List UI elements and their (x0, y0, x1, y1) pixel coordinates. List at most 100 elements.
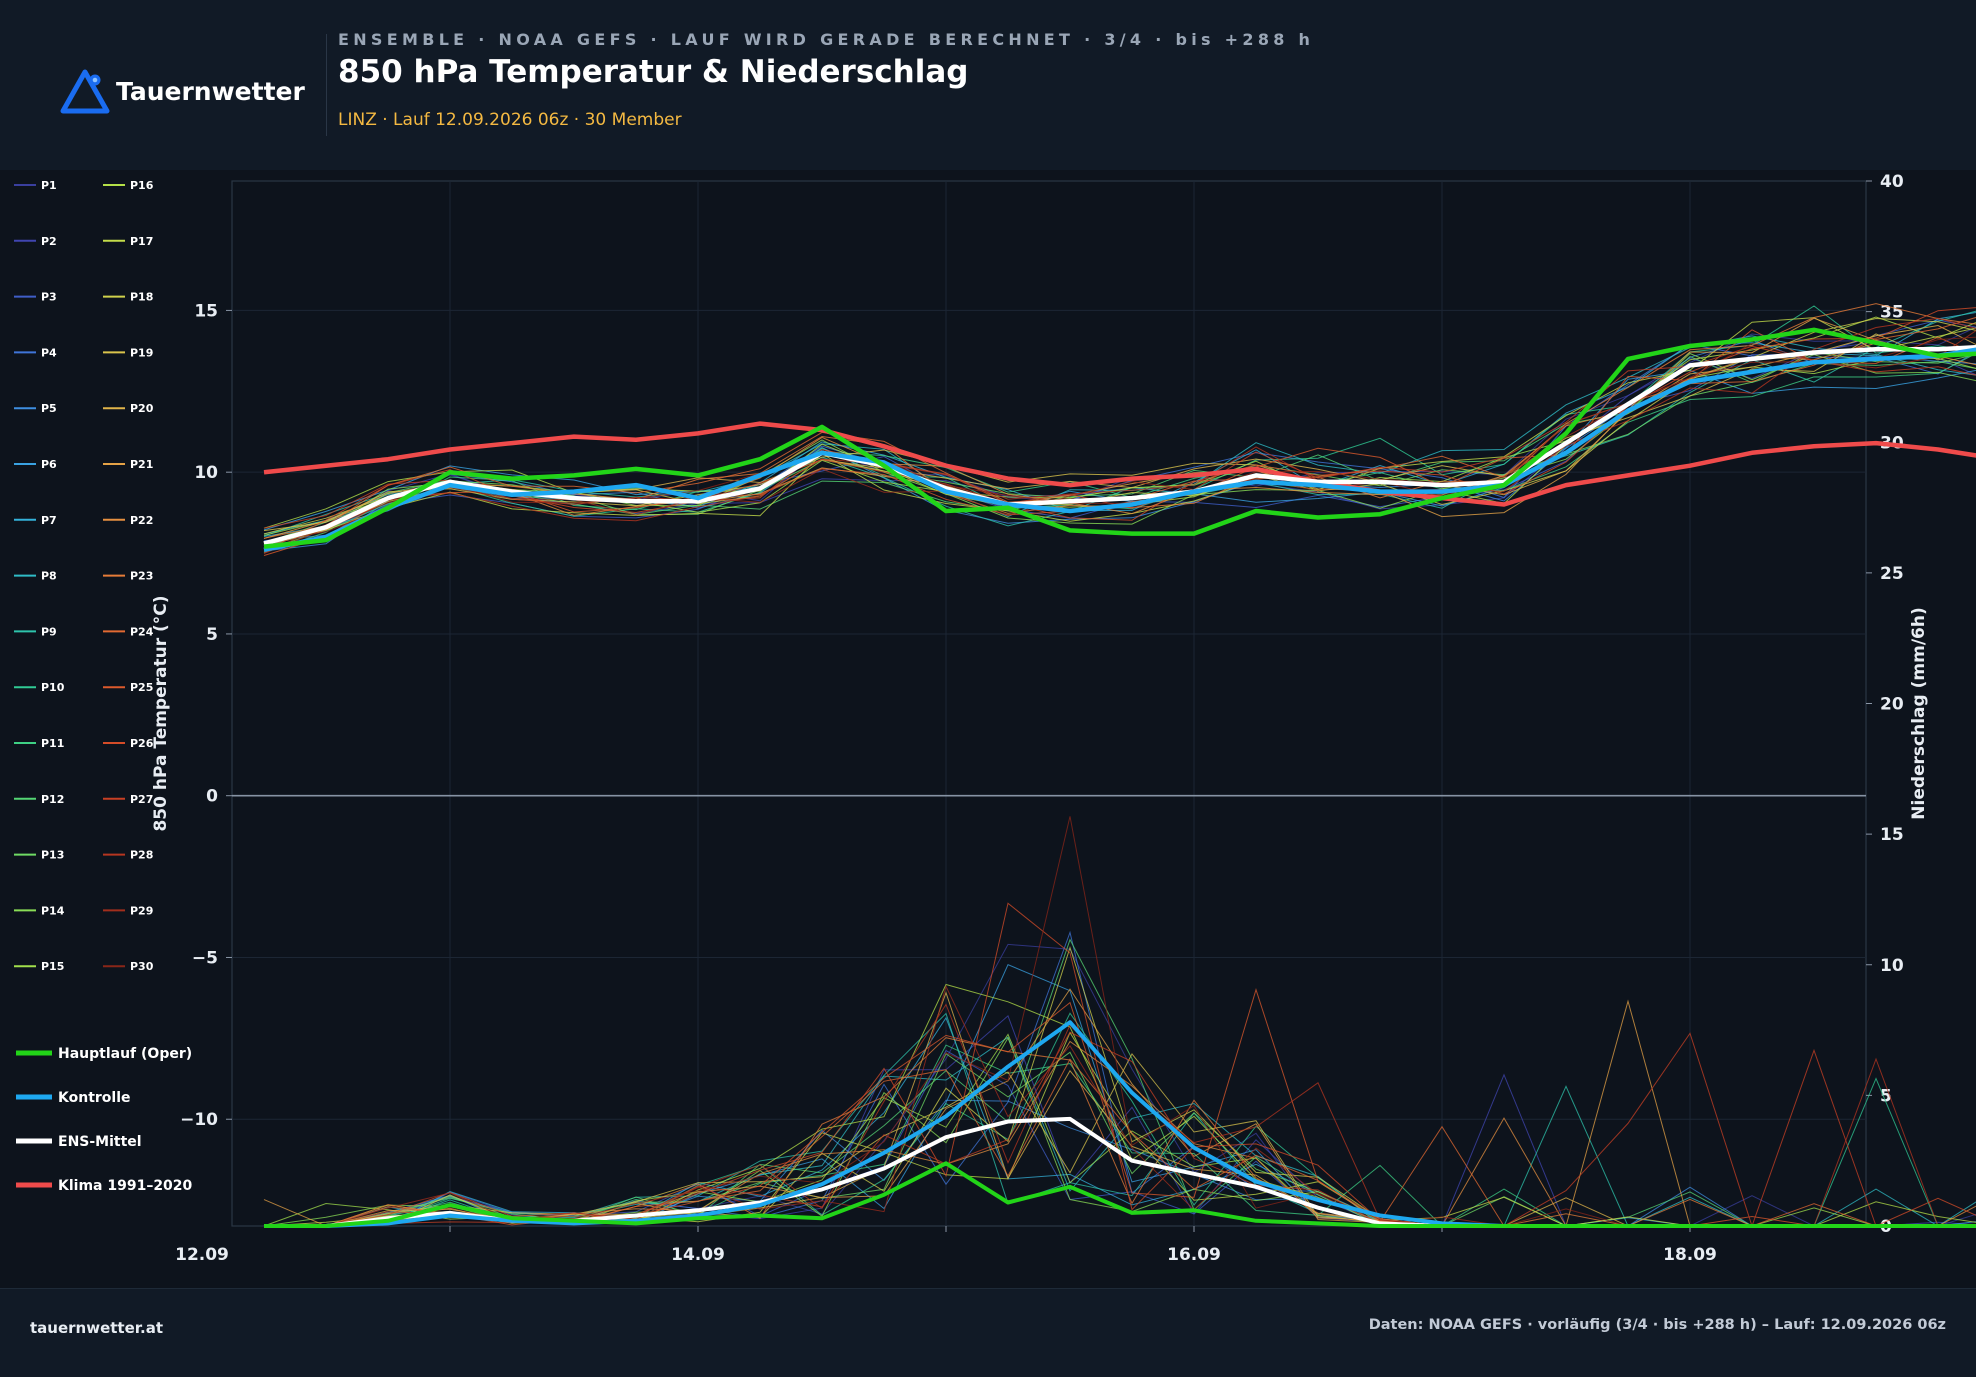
member-precip-line-P3 (264, 1049, 1976, 1227)
temp-line-0 (263, 327, 1976, 549)
member-precip-line-P28 (264, 1003, 1976, 1227)
y-left-tick-label: 0 (206, 787, 218, 807)
brand-logo[interactable]: Tauernwetter (60, 68, 305, 114)
plot-area (231, 180, 1867, 1227)
x-tick-label: 12.09 (175, 1245, 229, 1265)
legend-member-label: P4 (41, 346, 57, 359)
footer-site[interactable]: tauernwetter.at (30, 1319, 164, 1337)
legend-member-label: P22 (130, 514, 153, 527)
member-temp-line-P4 (263, 343, 1976, 542)
member-precip-line-P10 (264, 1012, 1976, 1227)
page-subtitle: LINZ · Lauf 12.09.2026 06z · 30 Member (338, 110, 682, 130)
member-precip-line-P14 (263, 1036, 1976, 1227)
member-precip-line-P30 (264, 816, 1976, 1227)
y-right-tick-label: 40 (1880, 172, 1904, 192)
brand-name: Tauernwetter (116, 76, 305, 106)
y-right-tick-label: 20 (1880, 695, 1904, 715)
member-temp-line-P14 (263, 352, 1976, 552)
legend-member-label: P1 (41, 179, 57, 192)
x-tick-label: 16.09 (1167, 1245, 1221, 1265)
y-right-tick-label: 5 (1880, 1086, 1892, 1106)
page-title: 850 hPa Temperatur & Niederschlag (338, 54, 969, 90)
header-kicker: ENSEMBLE · NOAA GEFS · LAUF WIRD GERADE … (338, 30, 1315, 49)
legend-main-label: Hauptlauf (Oper) (58, 1046, 192, 1062)
member-precip-line-P5 (264, 1099, 1976, 1227)
precip-line-2 (264, 1116, 1976, 1228)
x-tick-label: 18.09 (1663, 1245, 1717, 1265)
legend-member-label: P23 (130, 570, 153, 583)
legend-member-label: P16 (130, 179, 154, 192)
legend-member-label: P5 (41, 402, 57, 415)
precip-line-0 (264, 1161, 1976, 1228)
y-left-tick-label: 15 (194, 301, 218, 321)
member-precip-line-P19 (264, 1052, 1976, 1227)
temp-line-3 (263, 421, 1976, 507)
member-precip-line-P29 (264, 984, 1976, 1227)
header-bar: Tauernwetter ENSEMBLE · NOAA GEFS · LAUF… (0, 0, 1976, 170)
legend-member-label: P9 (41, 625, 57, 638)
member-temp-line-P13 (263, 351, 1976, 544)
member-precip-line-P18 (264, 945, 1976, 1227)
legend-member-label: P13 (41, 849, 64, 862)
member-precip-line-P23 (264, 1037, 1976, 1227)
legend-member-label: P2 (41, 235, 57, 248)
footer-source: Daten: NOAA GEFS · vorläufig (3/4 · bis … (1368, 1317, 1946, 1333)
legend-member-label: P25 (130, 681, 153, 694)
legend-member-label: P30 (130, 960, 154, 973)
y-left-tick-label: 10 (194, 463, 218, 483)
y-left-tick-label: −5 (192, 948, 218, 968)
legend-member-label: P27 (130, 793, 153, 806)
legend-member-label: P10 (41, 681, 65, 694)
member-precip-line-P8 (264, 1036, 1976, 1227)
legend-member-label: P18 (130, 291, 153, 304)
legend-main-label: Kontrolle (58, 1090, 131, 1106)
temp-line-1 (263, 347, 1976, 553)
member-precip-line-P21 (263, 988, 1976, 1227)
member-precip-line-P12 (264, 938, 1976, 1227)
y-left-tick-label: −10 (180, 1110, 218, 1130)
member-temp-line-P8 (263, 335, 1976, 535)
member-temp-line-P10 (263, 305, 1976, 546)
legend-member-label: P3 (41, 291, 57, 304)
member-temp-line-P28 (263, 317, 1976, 554)
member-temp-line-P17 (263, 317, 1976, 545)
member-precip-line-P15 (263, 1033, 1976, 1227)
legend-member-label: P15 (41, 960, 64, 973)
legend-member-label: P6 (41, 458, 57, 471)
member-precip-line-P20 (264, 991, 1976, 1227)
legend-member-label: P20 (130, 402, 154, 415)
y-right-tick-label: 15 (1880, 825, 1904, 845)
legend-member-label: P24 (130, 625, 154, 638)
member-temp-line-P16 (263, 316, 1976, 529)
y-right-axis-label: Niederschlag (mm/6h) (1909, 607, 1929, 819)
member-temp-line-P24 (263, 316, 1976, 545)
x-tick-label: 14.09 (671, 1245, 725, 1265)
precip-line-1 (264, 1020, 1976, 1228)
legend-main-label: Klima 1991–2020 (58, 1178, 193, 1194)
member-temp-line-P20 (263, 324, 1976, 544)
triangle-dot-icon (60, 69, 110, 114)
legend-member-label: P14 (41, 904, 65, 917)
member-temp-line-P6 (263, 369, 1976, 531)
member-precip-line-P24 (264, 1058, 1976, 1227)
y-right-tick-label: 35 (1880, 303, 1904, 323)
member-temp-line-P18 (263, 317, 1976, 535)
legend-member-label: P12 (41, 793, 64, 806)
legend-member-label: P17 (130, 235, 153, 248)
legend-member-label: P19 (130, 346, 153, 359)
legend-member-label: P8 (41, 570, 57, 583)
legend-member-label: P28 (130, 849, 153, 862)
member-precip-line-P7 (264, 1016, 1976, 1227)
y-left-axis-label: 850 hPa Temperatur (°C) (151, 595, 171, 831)
member-temp-line-P27 (263, 345, 1976, 529)
y-right-tick-label: 25 (1880, 564, 1904, 584)
member-precip-line-P16 (264, 983, 1976, 1227)
header-divider (326, 34, 327, 136)
y-left-tick-label: 5 (206, 625, 218, 645)
legend-member-label: P26 (130, 737, 154, 750)
legend-member-label: P21 (130, 458, 153, 471)
member-precip-line-P27 (264, 1031, 1976, 1228)
legend-main-label: ENS-Mittel (58, 1134, 142, 1150)
legend-member-label: P29 (130, 904, 153, 917)
